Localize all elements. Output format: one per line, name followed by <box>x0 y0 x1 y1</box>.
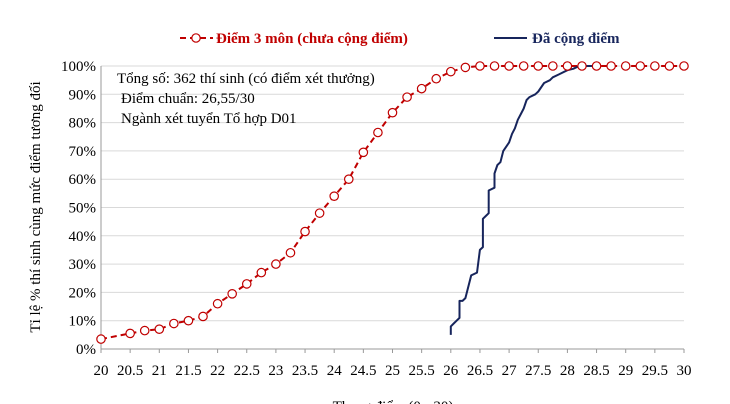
x-tick-label: 20 <box>94 363 109 379</box>
y-tick-label: 20% <box>69 285 97 301</box>
data-point-marker <box>577 61 587 71</box>
data-point-marker <box>314 208 325 218</box>
x-axis-label: Thang điểm (0 - 30) <box>333 399 454 404</box>
data-point-marker <box>431 73 442 84</box>
data-point-marker <box>591 61 602 71</box>
x-tick-label: 28 <box>560 363 575 379</box>
legend-label-da-cong-diem: Đã cộng điểm <box>532 31 620 47</box>
x-tick-label: 21.5 <box>175 363 201 379</box>
data-point-marker <box>562 61 573 71</box>
data-point-marker <box>154 324 165 334</box>
x-tick-label: 28.5 <box>583 363 609 379</box>
data-point-marker <box>606 61 616 71</box>
data-point-marker <box>650 61 660 71</box>
data-point-marker <box>343 174 354 184</box>
x-tick-label: 29.5 <box>642 363 668 379</box>
data-point-marker <box>489 61 500 71</box>
data-point-marker <box>620 61 631 71</box>
data-point-marker <box>96 334 106 344</box>
x-tick-label: 26.5 <box>467 363 493 379</box>
data-point-marker <box>548 61 558 71</box>
data-point-marker <box>518 61 529 71</box>
x-tick-label: 25.5 <box>409 363 435 379</box>
data-point-marker <box>635 61 646 71</box>
series-line-3-mon <box>100 65 684 341</box>
x-tick-label: 27 <box>502 363 518 379</box>
x-tick-label: 24 <box>327 363 343 379</box>
data-point-marker <box>416 83 427 94</box>
x-tick-labels: 20 20.5 21 21.5 22 22.5 23 23.5 24 24.5 25 25.5 26 26… <box>94 349 692 379</box>
x-tick-label: 20.5 <box>117 363 143 379</box>
data-point-marker <box>387 107 398 118</box>
data-point-marker <box>475 61 485 71</box>
data-point-marker <box>198 311 208 322</box>
legend: Điểm 3 môn (chưa cộng điểm) Đã cộng điểm <box>180 31 620 47</box>
y-tick-label: 40% <box>69 229 97 245</box>
series-markers <box>96 61 689 344</box>
data-point-marker <box>504 61 514 71</box>
annotation-line: Ngành xét tuyển Tổ hợp D01 <box>121 111 297 127</box>
data-point-marker <box>664 61 675 71</box>
data-point-marker <box>212 298 223 309</box>
data-point-marker <box>125 328 135 339</box>
data-point-marker <box>533 61 544 71</box>
y-tick-label: 70% <box>69 144 97 160</box>
data-point-marker <box>300 226 310 237</box>
data-point-marker <box>460 62 471 73</box>
y-tick-label: 30% <box>69 257 97 273</box>
x-tick-label: 25 <box>385 363 400 379</box>
data-point-marker <box>445 66 456 77</box>
y-tick-label: 100% <box>61 59 96 75</box>
x-tick-label: 29 <box>618 363 633 379</box>
data-point-marker <box>271 259 281 269</box>
x-tick-label: 23 <box>268 363 283 379</box>
data-point-marker <box>183 315 194 326</box>
data-point-marker <box>256 267 267 278</box>
annotation-line: Tổng số: 362 thí sinh (có điểm xét thưởn… <box>117 71 375 87</box>
data-point-marker <box>329 191 339 201</box>
x-tick-label: 26 <box>443 363 459 379</box>
y-tick-label: 60% <box>69 172 97 188</box>
data-point-marker <box>139 325 150 336</box>
series-line-da-cong-diem <box>449 65 597 335</box>
y-axis-label: Tỉ lệ % thí sinh cùng mức điểm tương đối <box>28 81 44 332</box>
data-point-marker <box>227 289 237 299</box>
series-lines <box>100 65 684 341</box>
x-tick-label: 24.5 <box>350 363 376 379</box>
data-point-marker <box>358 147 369 158</box>
data-point-marker <box>373 127 383 138</box>
x-tick-label: 27.5 <box>525 363 551 379</box>
y-tick-labels: 0% 10% 20% 30% 40% 50% 60% 70% 80% 90% 100% <box>61 59 96 358</box>
annotation-block: Tổng số: 362 thí sinh (có điểm xét thưởn… <box>117 71 375 127</box>
y-tick-label: 50% <box>69 201 97 217</box>
x-tick-label: 30 <box>677 363 692 379</box>
data-point-marker <box>285 247 296 258</box>
x-tick-label: 23.5 <box>292 363 318 379</box>
y-tick-label: 10% <box>69 314 97 330</box>
y-tick-label: 0% <box>76 342 96 358</box>
x-tick-label: 21 <box>152 363 167 379</box>
data-point-marker <box>402 92 412 102</box>
y-tick-label: 80% <box>69 116 97 132</box>
y-tick-label: 90% <box>69 87 97 103</box>
x-tick-label: 22 <box>210 363 225 379</box>
data-point-marker <box>169 318 179 329</box>
data-point-marker <box>679 61 689 71</box>
x-tick-label: 22.5 <box>234 363 260 379</box>
data-point-marker <box>241 279 252 289</box>
annotation-line: Điểm chuẩn: 26,55/30 <box>121 91 255 107</box>
legend-marker-3-mon <box>191 33 201 43</box>
legend-label-3-mon: Điểm 3 môn (chưa cộng điểm) <box>216 31 408 47</box>
